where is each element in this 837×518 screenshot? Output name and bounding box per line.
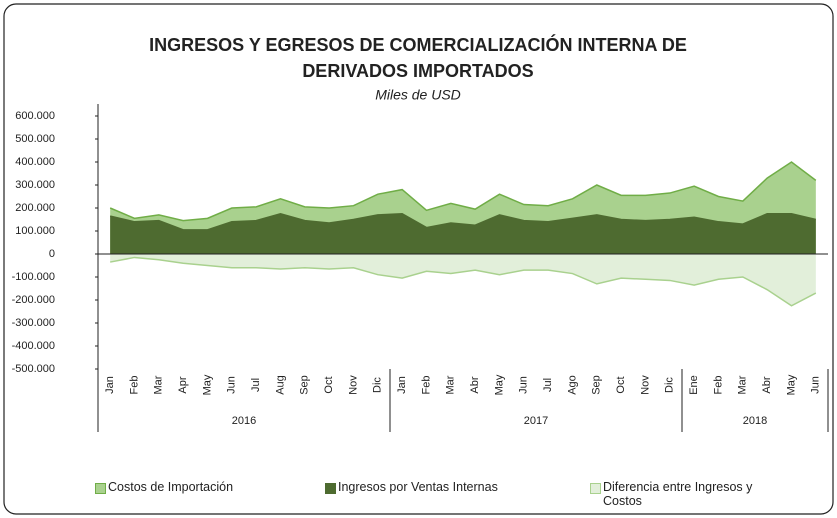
x-tick-label: Oct bbox=[323, 376, 335, 393]
x-tick-label: Jul bbox=[542, 378, 554, 392]
x-tick-label: Jun bbox=[810, 376, 822, 394]
area-fill bbox=[110, 213, 816, 254]
x-tick-label: Sep bbox=[591, 375, 603, 395]
y-tick-label: 600.000 bbox=[15, 110, 55, 122]
x-tick-label: May bbox=[493, 374, 505, 395]
x-tick-label: Jan bbox=[396, 376, 408, 394]
legend-item: Ingresos por Ventas Internas bbox=[325, 480, 555, 494]
legend-label: Ingresos por Ventas Internas bbox=[338, 480, 498, 494]
legend-swatch bbox=[590, 483, 601, 494]
x-tick-label: May bbox=[785, 374, 797, 395]
x-tick-label: Jul bbox=[250, 378, 262, 392]
x-tick-label: Ene bbox=[688, 375, 700, 395]
legend-label: Diferencia entre Ingresos y Costos bbox=[603, 480, 753, 508]
x-tick-label: Feb bbox=[712, 376, 724, 395]
x-tick-label: Mar bbox=[737, 375, 749, 394]
x-tick-label: Apr bbox=[177, 376, 189, 393]
y-tick-label: -500.000 bbox=[12, 363, 55, 375]
legend-swatch bbox=[95, 483, 106, 494]
x-tick-label: Aug bbox=[274, 375, 286, 395]
y-tick-label: 100.000 bbox=[15, 225, 55, 237]
y-tick-label: 200.000 bbox=[15, 202, 55, 214]
x-tick-label: Dic bbox=[372, 377, 384, 393]
x-tick-label: May bbox=[201, 374, 213, 395]
x-tick-label: Abr bbox=[761, 376, 773, 393]
x-tick-label: Nov bbox=[347, 375, 359, 395]
x-tick-label: Abr bbox=[469, 376, 481, 393]
x-tick-label: Sep bbox=[299, 375, 311, 395]
area-line bbox=[109, 161, 817, 222]
legend-item: Costos de Importación bbox=[95, 480, 295, 494]
x-tick-label: Jan bbox=[104, 376, 116, 394]
y-tick-label: -100.000 bbox=[12, 271, 55, 283]
chart-title: INGRESOS Y EGRESOS DE COMERCIALIZACIÓN I… bbox=[149, 34, 687, 55]
y-tick-label: 500.000 bbox=[15, 133, 55, 145]
legend-label: Costos de Importación bbox=[108, 480, 234, 494]
y-tick-label: -300.000 bbox=[12, 317, 55, 329]
x-tick-label: Oct bbox=[615, 376, 627, 393]
area-fill bbox=[110, 254, 816, 306]
y-tick-label: 300.000 bbox=[15, 179, 55, 191]
x-tick-label: Jun bbox=[518, 376, 530, 394]
x-tick-label: Mar bbox=[153, 375, 165, 394]
chart-subtitle: Miles de USD bbox=[375, 87, 461, 103]
y-tick-label: 400.000 bbox=[15, 156, 55, 168]
x-tick-label: Nov bbox=[639, 375, 651, 395]
group-label: 2018 bbox=[743, 415, 767, 427]
x-tick-label: Dic bbox=[664, 377, 676, 393]
y-tick-label: -200.000 bbox=[12, 294, 55, 306]
x-tick-label: Feb bbox=[420, 376, 432, 395]
legend-item: Diferencia entre Ingresos y Costos bbox=[590, 480, 780, 508]
area-line bbox=[110, 256, 817, 307]
x-tick-label: Mar bbox=[445, 375, 457, 394]
area-line bbox=[109, 212, 817, 231]
y-tick-label: 0 bbox=[49, 248, 55, 260]
x-tick-label: Jun bbox=[226, 376, 238, 394]
x-tick-label: Feb bbox=[128, 376, 140, 395]
chart-title: DERIVADOS IMPORTADOS bbox=[302, 61, 533, 81]
group-label: 2017 bbox=[524, 415, 548, 427]
group-label: 2016 bbox=[232, 415, 256, 427]
legend-swatch bbox=[325, 483, 336, 494]
y-tick-label: -400.000 bbox=[12, 340, 55, 352]
x-tick-label: Ago bbox=[566, 375, 578, 395]
